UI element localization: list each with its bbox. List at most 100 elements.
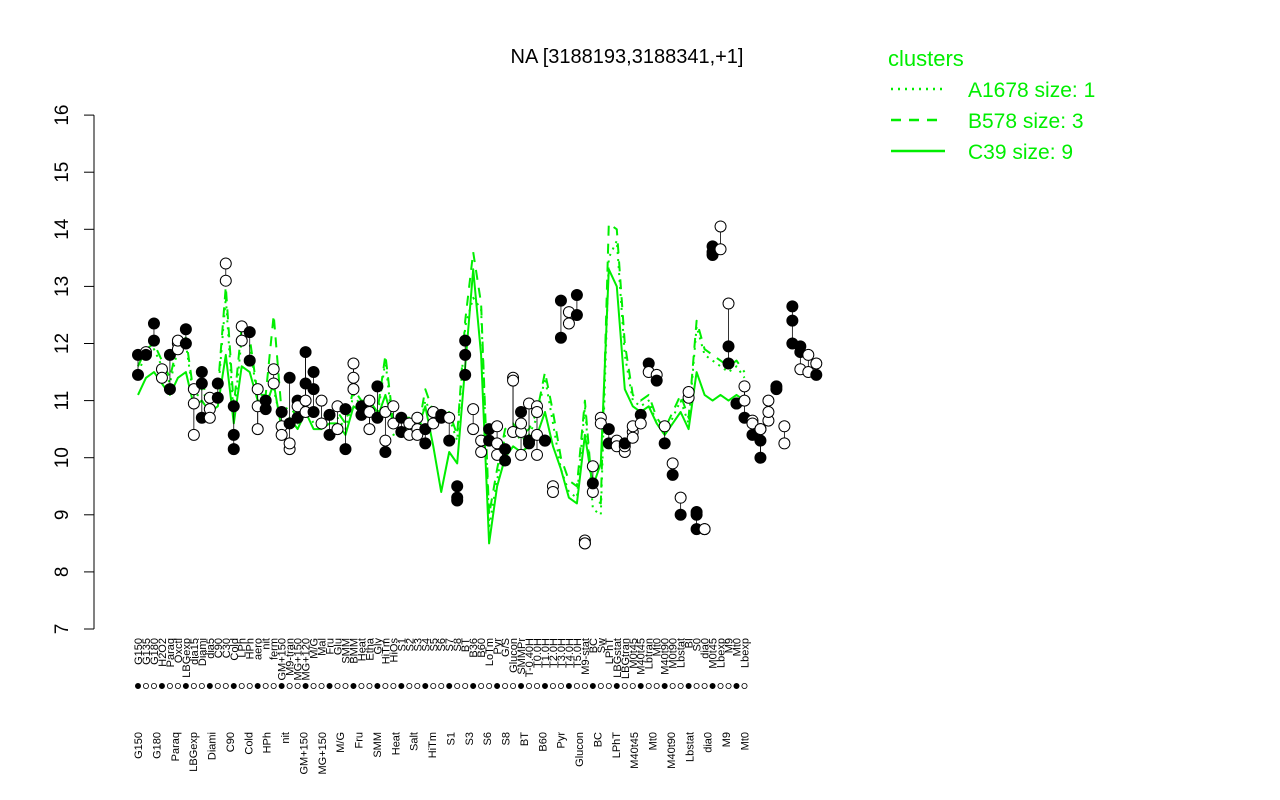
data-point-filled	[132, 368, 144, 381]
x-tick-label-bottom: Fru	[354, 732, 366, 749]
data-point-filled	[459, 348, 472, 361]
x-tick-label-top: BC	[588, 638, 600, 653]
x-tick-label-extra: LBGstat	[588, 638, 600, 678]
x-tick-label-top: SMMPr	[516, 638, 528, 675]
y-tick-label: 11	[52, 391, 73, 411]
data-point-open	[746, 417, 759, 430]
x-tick-label-top: BT	[460, 638, 472, 652]
x-tick-label-extra: T0.0H	[453, 638, 465, 668]
x-tick-label-top: M9-stat	[580, 638, 592, 675]
data-point-filled	[523, 437, 536, 450]
data-point-open	[762, 394, 775, 407]
x-tick-label-top: Paraq	[165, 638, 177, 667]
x-tick-label-bottom: HiTm	[427, 732, 439, 758]
x-tick-label-extra: S0	[689, 638, 701, 651]
data-point-open	[387, 400, 400, 413]
data-point-filled	[499, 454, 512, 467]
x-tick-label-extra: Lbexp	[739, 638, 751, 668]
data-point-filled	[586, 477, 599, 490]
x-tick-label-top: nit	[261, 638, 273, 650]
x-marker-dot	[214, 683, 221, 690]
x-tick-label-extra: Etha	[234, 637, 246, 661]
data-point-filled	[323, 408, 336, 421]
x-tick-label-bottom: Cold	[243, 732, 255, 755]
x-marker-dot	[430, 683, 437, 690]
data-point-open	[235, 320, 248, 333]
x-tick-label-extra: B36	[369, 638, 381, 658]
x-tick-label-extra: M0t45	[706, 638, 718, 669]
data-point-filled	[690, 508, 703, 521]
x-tick-label-top: G150	[133, 638, 145, 665]
x-tick-label-extra: Glu	[200, 638, 212, 655]
x-marker-dot	[446, 683, 453, 690]
x-tick-label-bottom: LBGexp	[188, 732, 200, 772]
x-tick-label-top: B60	[476, 638, 488, 658]
x-tick-label-extra: T5.0H	[537, 638, 549, 668]
x-tick-label-top: Sw	[596, 638, 608, 653]
x-tick-label-bottom: nit	[280, 732, 292, 744]
x-tick-label-top: T3.0H	[556, 638, 568, 668]
data-point-filled	[379, 445, 392, 458]
x-marker-dot	[390, 683, 397, 690]
data-point-filled	[754, 451, 767, 464]
x-tick-label-top: Glucon	[508, 638, 520, 673]
x-marker-dot	[637, 683, 644, 690]
x-marker-dot	[262, 683, 269, 690]
x-tick-label-bottom: B60	[537, 732, 549, 752]
x-tick-label-extra: Lbexp	[723, 638, 735, 668]
x-tick-label-top: C90	[213, 638, 225, 658]
x-tick-label-top: M0t45	[628, 638, 640, 669]
data-point-filled	[211, 377, 224, 390]
x-tick-label-top: S8	[452, 638, 464, 651]
x-marker-dot	[326, 683, 333, 690]
data-point-filled	[554, 294, 567, 307]
x-tick-label-top: LPh	[237, 638, 249, 658]
x-tick-label-bottom: M/G	[335, 732, 347, 753]
x-marker-dot	[733, 683, 740, 690]
x-marker-dot	[510, 683, 517, 690]
data-point-filled	[786, 314, 799, 327]
x-tick-label-extra: T4.0H	[520, 638, 532, 668]
data-point-open	[267, 363, 280, 376]
data-point-filled	[323, 428, 336, 441]
data-point-filled	[339, 403, 352, 416]
data-point-open	[203, 411, 216, 424]
x-tick-label-top: LoTm	[484, 638, 496, 666]
x-tick-label-bottom: Mt0	[739, 732, 751, 750]
x-tick-label-top: MG+120	[301, 638, 313, 681]
x-tick-label-bottom: M9	[721, 732, 733, 747]
data-point-filled	[227, 443, 240, 456]
data-point-open	[467, 423, 480, 436]
data-point-open	[427, 417, 440, 430]
x-tick-label-top: T-0.40H	[524, 638, 536, 677]
data-point-filled	[650, 374, 663, 387]
x-tick-label-extra: LPh	[150, 638, 162, 658]
data-point-filled	[163, 383, 176, 396]
x-tick-label-top: BI	[684, 638, 696, 648]
data-point-filled	[243, 326, 256, 339]
data-point-filled	[786, 300, 799, 313]
data-point-filled	[299, 377, 312, 390]
x-tick-label-extra: T-0.40H	[436, 638, 448, 677]
x-tick-label-top: GM+150	[277, 638, 289, 681]
x-tick-label-bottom: M40t90	[666, 732, 678, 769]
x-tick-label-top: Pyr	[492, 638, 504, 655]
x-tick-label-bottom: S8	[501, 732, 513, 745]
x-tick-label-top: M0t45	[708, 638, 720, 669]
x-tick-label-top: B36	[468, 638, 480, 658]
x-marker-dot	[158, 683, 165, 690]
x-tick-label-bottom: GM+150	[298, 732, 310, 775]
x-marker-dot	[150, 683, 157, 690]
series-line-dashed	[137, 222, 746, 516]
data-point-open	[666, 457, 679, 470]
x-tick-label-top: Diami	[197, 638, 209, 666]
data-point-open	[546, 485, 559, 498]
x-tick-label-bottom: Mt0	[648, 732, 660, 750]
data-point-open	[331, 423, 344, 436]
x-marker-dot	[366, 683, 373, 690]
data-point-filled	[339, 443, 352, 456]
data-point-open	[411, 411, 424, 424]
data-point-open	[363, 423, 376, 436]
x-marker-dot	[613, 683, 620, 690]
x-tick-label-bottom: G150	[133, 732, 145, 759]
